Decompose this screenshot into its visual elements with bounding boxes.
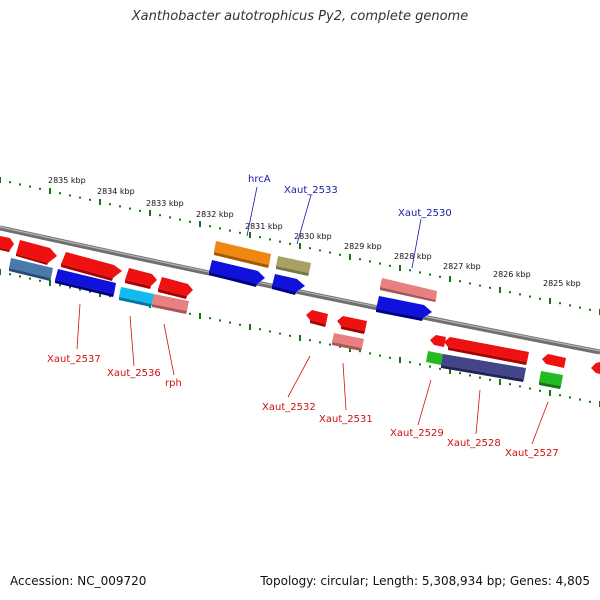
scale-labels: 2835 kbp 2834 kbp 2833 kbp 2832 kbp 2831… [48,176,581,288]
gene-arrow[interactable] [16,240,57,263]
leader-line-Xaut_2532 [287,355,311,398]
gene-arrow-shadow [341,326,365,334]
gene-arrow-shadow [380,287,436,302]
bottom-gene-labels: Xaut_2537 Xaut_2536 rph Xaut_2532 Xaut_2… [47,303,559,459]
gene-Xaut_2533[interactable] [276,256,311,273]
gene-Xaut_2530[interactable] [380,278,437,300]
gene-arrow[interactable] [444,337,529,362]
gene-arrow-shadow [61,264,113,281]
reverse-strand-genes [9,258,600,389]
gene-Xaut_2536[interactable] [119,287,154,304]
gene-arrow[interactable] [272,274,305,292]
label-Xaut_2533[interactable]: Xaut_2533 [284,185,338,196]
kbp-label-2831: 2831 kbp [245,222,283,231]
kbp-label-2825: 2825 kbp [543,279,581,288]
gene-arrow-shadow [9,268,51,281]
forward-strand-genes [0,236,437,321]
gene-Xaut_2537[interactable] [9,258,53,278]
gene-arrow[interactable] [55,269,116,294]
leader-line-hrcA [246,186,258,237]
leader-line-Xaut_2528 [475,389,481,435]
gene-arrow[interactable] [125,268,157,286]
gene-arrow-shadow [55,280,114,297]
kbp-label-2828: 2828 kbp [394,252,432,261]
gene-arrow[interactable] [209,260,265,284]
leader-line-Xaut_2530 [411,218,422,269]
gene-Xaut_2528[interactable] [441,354,526,379]
label-Xaut_2530[interactable]: Xaut_2530 [398,208,452,219]
label-Xaut_2529[interactable]: Xaut_2529 [390,428,444,439]
gene-arrow[interactable] [430,335,446,347]
gene-rph[interactable] [152,294,189,311]
accession-text: Accession: NC_009720 [10,574,147,588]
gene-arrow-shadow [310,320,326,327]
gene-arrow[interactable] [542,354,566,368]
gene-arrow-shadow [125,280,151,289]
gene-arrow-shadow [209,272,257,287]
gene-arrow-shadow [276,266,309,276]
label-Xaut_2528[interactable]: Xaut_2528 [447,438,501,449]
leader-line-rph [163,323,175,376]
gene-arrow[interactable] [337,316,367,331]
leader-line-Xaut_2533 [296,194,312,245]
leader-line-Xaut_2536 [129,315,135,367]
gene-Xaut_2527[interactable] [539,371,563,386]
leader-line-Xaut_2529 [417,379,432,426]
gene-arrow[interactable] [158,277,193,296]
gene-arrow-shadow [119,297,152,307]
kbp-label-2827: 2827 kbp [443,262,481,271]
gene-arrow-shadow [214,252,269,268]
gene-arrow-shadow [152,304,187,314]
gene-arrow-shadow [441,365,524,382]
label-Xaut_2536[interactable]: Xaut_2536 [107,368,161,379]
leader-line-Xaut_2527 [531,401,549,445]
leader-line-Xaut_2537 [76,303,81,350]
gene-arrow[interactable] [376,296,432,318]
gene-arrow[interactable] [61,252,122,278]
genome-stats-text: Topology: circular; Length: 5,308,934 bp… [260,574,590,588]
gene-Xaut_2529[interactable] [426,351,443,365]
gene-arrow-shadow [332,342,362,351]
label-hrcA[interactable]: hrcA [248,174,271,185]
gene-Xaut_2531[interactable] [332,333,364,348]
gene-hrcA[interactable] [214,241,271,265]
kbp-label-2830: 2830 kbp [294,232,332,241]
label-Xaut_2527[interactable]: Xaut_2527 [505,448,559,459]
label-Xaut_2537[interactable]: Xaut_2537 [47,354,101,365]
kbp-label-2835: 2835 kbp [48,176,86,185]
gene-arrow-shadow [158,289,187,299]
gene-arrow-shadow [16,254,48,265]
scale-ring-outer [0,177,600,315]
kbp-label-2826: 2826 kbp [493,270,531,279]
gene-arrow-shadow [448,347,527,365]
top-gene-labels: hrcA Xaut_2533 Xaut_2530 [246,174,452,269]
label-Xaut_2531[interactable]: Xaut_2531 [319,414,373,425]
genome-axis-highlight [0,226,600,352]
leader-line-Xaut_2531 [342,362,347,411]
gene-arrow[interactable] [0,236,14,250]
gene-Xaut_2532[interactable] [306,310,328,324]
gene-arrow[interactable] [591,362,600,374]
gene-arrow-shadow [376,309,423,321]
label-Xaut_2532[interactable]: Xaut_2532 [262,402,316,413]
kbp-label-2834: 2834 kbp [97,187,135,196]
genome-axis [0,225,600,355]
gene-arrow-shadow [0,248,10,252]
label-rph[interactable]: rph [165,378,182,389]
map-title: Xanthobacter autotrophicus Py2, complete… [131,9,469,24]
gene-arrow-shadow [539,382,561,389]
kbp-label-2833: 2833 kbp [146,199,184,208]
gene-arrow-shadow [272,286,296,295]
kbp-label-2832: 2832 kbp [196,210,234,219]
kbp-label-2829: 2829 kbp [344,242,382,251]
